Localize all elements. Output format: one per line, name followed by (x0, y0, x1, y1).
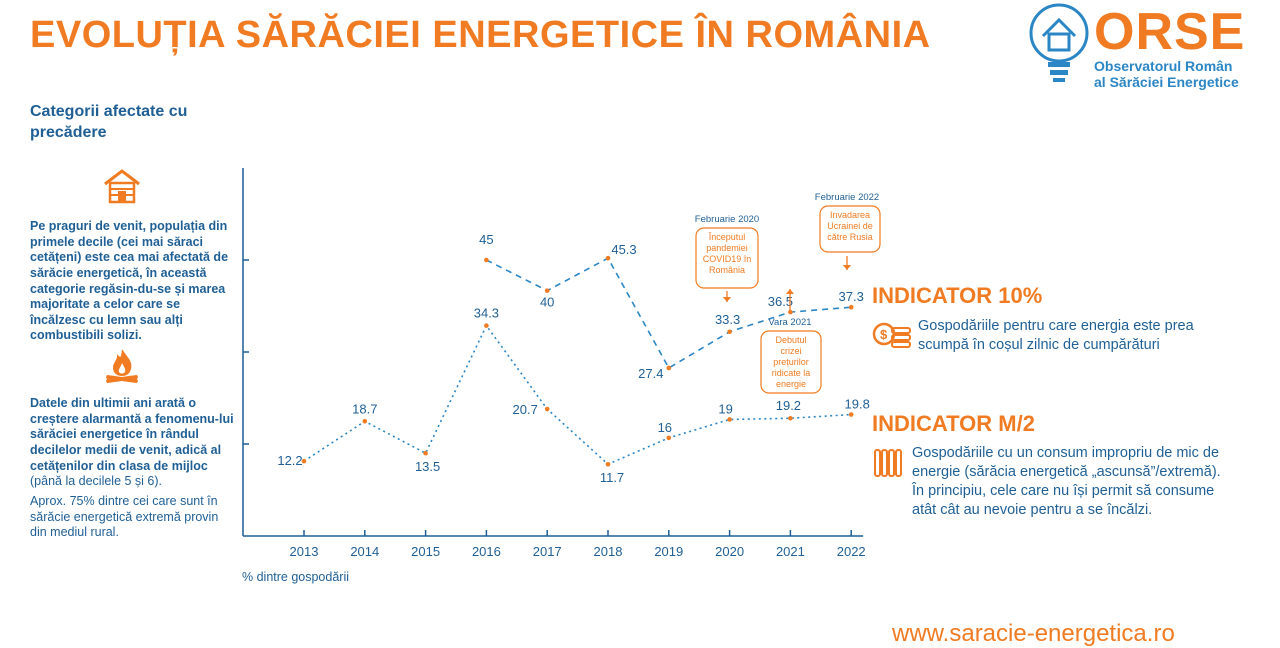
data-label: 19.2 (776, 398, 801, 413)
data-point (788, 415, 793, 421)
data-point (544, 406, 550, 412)
annotation-text: Începutul (708, 232, 746, 242)
data-point (605, 255, 611, 261)
data-label: 19.8 (845, 397, 870, 412)
data-point (727, 417, 732, 422)
series-line (303, 324, 852, 466)
x-tick-label: 2018 (594, 544, 623, 559)
fire-icon (106, 349, 138, 383)
annotation-text: România (709, 265, 745, 275)
annotation-arrowhead (786, 289, 794, 294)
data-point (666, 365, 672, 371)
x-axis-label: % dintre gospodării (242, 570, 350, 584)
data-point (605, 461, 611, 467)
data-label: 13.5 (415, 459, 440, 474)
sidebar-paragraph-3: Aprox. 75% dintre cei care sunt în sărăc… (30, 494, 219, 540)
sidebar-paragraph-1: Pe praguri de venit, populația din prime… (30, 219, 229, 343)
website-url[interactable]: www.saracie-energetica.ro (892, 620, 1175, 647)
sidebar-paragraph-2-rest: (până la decilele 5 și 6). (30, 474, 163, 489)
data-point (848, 304, 854, 310)
data-label: 45 (479, 232, 493, 247)
annotation-date: Februarie 2022 (815, 192, 879, 203)
annotation-text: către Rusia (827, 232, 873, 242)
logo-subtitle-2: al Sărăciei Energetice (1094, 74, 1239, 90)
x-tick-label: 2016 (472, 544, 501, 559)
logo-subtitle-1: Observatorul Român (1094, 58, 1233, 74)
data-label: 20.7 (513, 402, 538, 417)
page-title: EVOLUȚIA SĂRĂCIEI ENERGETICE ÎN ROMÂNIA (30, 14, 931, 56)
indicator-10-title: INDICATOR 10% (872, 283, 1043, 308)
data-point (788, 309, 793, 315)
logo-wordmark: ORSE (1094, 3, 1246, 61)
indicator-10-description: Gospodăriile pentru care energia este pr… (918, 318, 1194, 353)
annotation-arrowhead (723, 297, 731, 302)
house-icon (104, 169, 140, 204)
annotation-text: prețurilor (773, 357, 809, 367)
data-label: 12.2 (277, 453, 302, 468)
sidebar-paragraph-2: Datele din ultimii ani arată o creștere … (30, 396, 235, 490)
x-tick-label: 2013 (290, 544, 319, 559)
house-bulb-icon (1029, 3, 1089, 82)
annotation-box (695, 227, 759, 289)
data-label: 16 (658, 420, 672, 435)
radiator-icon (874, 449, 902, 477)
data-point (544, 288, 550, 293)
data-label: 19 (718, 401, 732, 416)
svg-text:$: $ (880, 327, 888, 342)
data-label: 45.3 (611, 242, 636, 257)
data-label: 37.3 (839, 289, 864, 304)
annotation-text: pandemiei (706, 243, 748, 253)
x-tick-label: 2014 (350, 544, 379, 559)
data-point (666, 435, 672, 441)
data-point (848, 412, 854, 417)
indicator-m2-title: INDICATOR M/2 (872, 411, 1035, 436)
data-point (484, 257, 489, 263)
annotation-box (760, 330, 822, 394)
x-tick-label: 2022 (837, 544, 866, 559)
x-tick-label: 2019 (654, 544, 683, 559)
data-label: 34.3 (474, 306, 499, 321)
data-label: 40 (540, 295, 554, 310)
data-point (484, 323, 489, 328)
x-tick-label: 2021 (776, 544, 805, 559)
annotation-date: Februarie 2020 (695, 214, 759, 225)
data-point (301, 458, 307, 464)
annotation-text: COVID19 în (703, 254, 752, 264)
annotation-date: Vara 2021 (768, 317, 811, 328)
x-tick-label: 2017 (533, 544, 562, 559)
x-tick-label: 2015 (411, 544, 440, 559)
sidebar-heading: Categorii afectate cu precădere (30, 103, 188, 141)
data-label: 11.7 (600, 470, 624, 485)
x-tick-label: 2020 (715, 544, 744, 559)
data-label: 33.3 (715, 312, 740, 327)
data-point (423, 450, 428, 456)
annotation-text: Debutul (775, 335, 806, 345)
data-point (362, 419, 368, 424)
coins-icon: $ (872, 322, 911, 348)
annotation-text: energie (776, 379, 806, 389)
data-label: 27.4 (638, 366, 663, 381)
annotation-text: crizei (780, 346, 801, 356)
annotation-box (819, 205, 881, 253)
data-point (727, 329, 732, 335)
sidebar-paragraph-2-bold: Datele din ultimii ani arată o creștere … (30, 396, 234, 473)
data-label: 18.7 (352, 401, 377, 416)
indicator-m2-description: Gospodăriile cu un consum impropriu de m… (912, 445, 1221, 518)
data-label: 36.5 (768, 294, 793, 309)
annotation-text: Invadarea (830, 210, 870, 220)
annotation-text: ridicate la (772, 368, 811, 378)
annotation-text: Ucrainei de (827, 221, 873, 231)
annotation-arrowhead (843, 265, 851, 270)
